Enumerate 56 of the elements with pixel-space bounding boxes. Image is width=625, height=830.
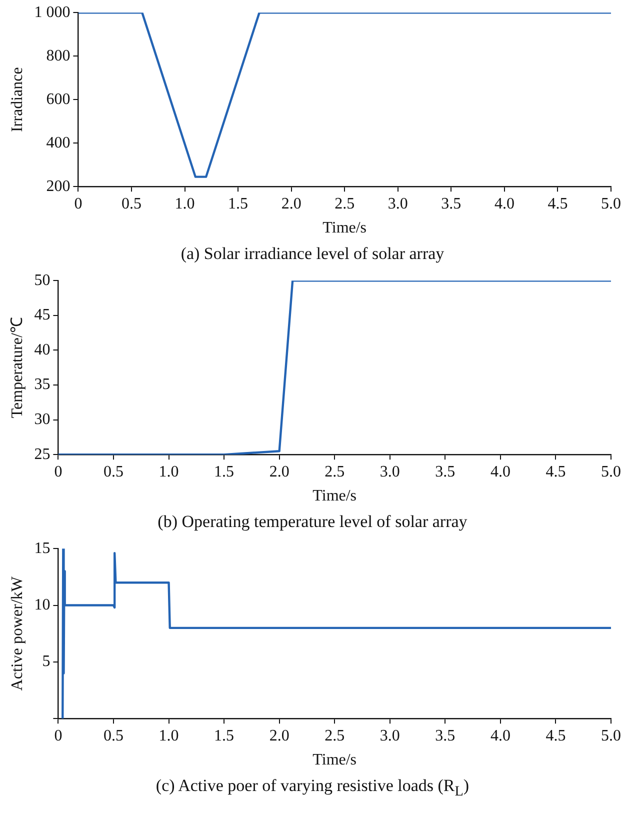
x-tick-label: 0 — [74, 195, 82, 212]
x-tick-label: 1.5 — [214, 463, 234, 480]
y-tick-label: 35 — [34, 376, 50, 394]
x-tick-label: 0 — [54, 727, 62, 744]
y-tick-label: 1 000 — [34, 4, 70, 21]
x-tick-label: 1.5 — [214, 727, 234, 744]
y-tick-label: 50 — [34, 272, 50, 289]
x-tick-label: 4.0 — [494, 195, 514, 212]
x-tick-label: 5.0 — [601, 195, 621, 212]
y-axis-title: Temperature/℃ — [8, 317, 26, 418]
x-tick-label: 2.0 — [269, 727, 290, 744]
y-tick-label: 200 — [46, 178, 70, 195]
x-tick-label: 1.0 — [158, 463, 179, 480]
y-tick-label: 30 — [34, 411, 50, 428]
x-tick-label: 2.5 — [324, 463, 345, 480]
x-tick-label: 2.5 — [324, 727, 345, 744]
x-tick-label: 4.0 — [490, 463, 510, 480]
y-tick-label: 600 — [46, 90, 70, 108]
y-tick-label: 400 — [46, 134, 70, 152]
x-tick-label: 4.5 — [546, 463, 566, 480]
y-tick-label: 40 — [34, 341, 50, 358]
text: (b) Operating temperature level of solar array — [156, 511, 468, 533]
y-tick-label: 45 — [34, 306, 50, 324]
x-tick-label: 1.0 — [174, 195, 195, 212]
x-tick-label: 5.0 — [601, 463, 621, 480]
x-tick-label: 4.5 — [546, 727, 566, 744]
x-tick-label: 5.0 — [601, 727, 621, 744]
x-tick-label: 2.0 — [281, 195, 302, 212]
x-tick-label: 0 — [54, 463, 62, 480]
x-tick-label: 3.0 — [380, 727, 400, 744]
y-axis-title: Active power/kW — [8, 576, 26, 691]
text: (c) Active poer of varying resistive loads (R$_{L}$) — [154, 775, 470, 800]
x-tick-label: 3.5 — [435, 727, 456, 744]
x-tick-label: 3.0 — [380, 463, 400, 480]
x-axis-title: Time/s — [312, 752, 357, 769]
y-tick-label: 800 — [46, 47, 70, 64]
x-tick-label: 0.5 — [103, 727, 124, 744]
y-tick-label: 25 — [34, 446, 50, 463]
x-tick-label: 3.5 — [441, 195, 462, 212]
x-axis-title: Time/s — [312, 488, 357, 505]
y-tick-label: 15 — [34, 540, 50, 557]
text: (a) Solar irradiance level of solar array — [180, 243, 446, 265]
x-tick-label: 3.0 — [388, 195, 408, 212]
x-tick-label: 4.0 — [490, 727, 510, 744]
x-tick-label: 3.5 — [435, 463, 456, 480]
x-tick-label: 2.0 — [269, 463, 290, 480]
x-axis-title: Time/s — [322, 220, 367, 237]
x-tick-label: 1.5 — [228, 195, 248, 212]
x-tick-label: 2.5 — [334, 195, 355, 212]
x-tick-label: 0.5 — [103, 463, 124, 480]
y-tick-label: 10 — [34, 596, 50, 614]
x-tick-label: 4.5 — [548, 195, 568, 212]
x-tick-label: 0.5 — [121, 195, 142, 212]
x-tick-label: 1.0 — [158, 727, 179, 744]
y-tick-label: 5 — [42, 653, 50, 670]
y-axis-title: Irradiance — [8, 67, 26, 132]
